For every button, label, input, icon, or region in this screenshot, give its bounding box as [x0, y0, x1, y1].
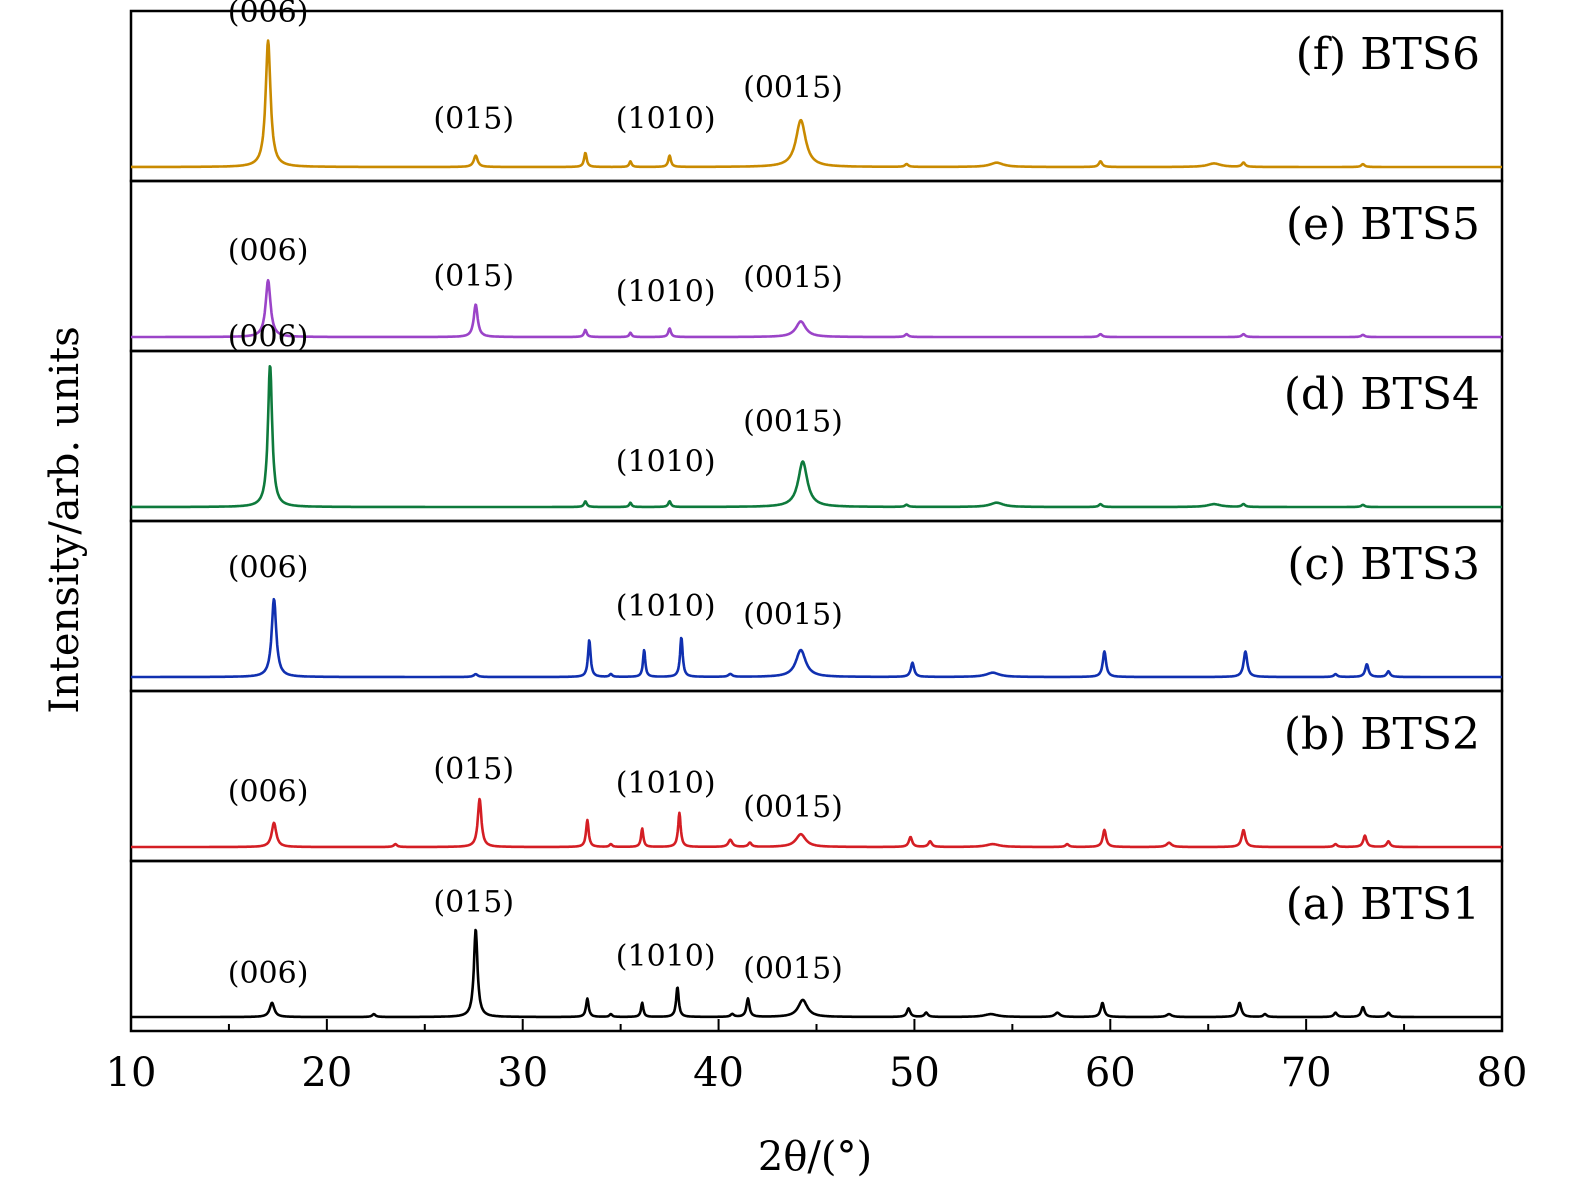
peak-label: (015) — [433, 752, 514, 787]
x-tick-label: 10 — [106, 1050, 157, 1096]
peak-label: (1010) — [616, 102, 716, 137]
peak-label: (1010) — [616, 445, 716, 480]
x-axis-label: 2θ/(°) — [758, 1134, 872, 1180]
chart-panels: (f) BTS6 (006) (015) (1010) (0015) (e) BTS5 (0… — [129, 0, 1504, 1033]
peak-label: (006) — [228, 551, 309, 586]
peak-label: (006) — [228, 956, 309, 991]
y-axis-label: Intensity/arb. units — [42, 326, 88, 713]
peak-label: (0015) — [743, 260, 843, 295]
panel-label: (a) BTS1 — [1286, 879, 1480, 930]
series-line — [130, 797, 1503, 849]
peak-label: (0015) — [743, 952, 843, 987]
series-line — [130, 928, 1503, 1019]
panel: (e) BTS5 (006) (015) (1010) (0015) — [129, 179, 1504, 353]
panel: (c) BTS3 (006) (1010) (0015) — [129, 519, 1504, 693]
peak-label: (015) — [433, 102, 514, 137]
peak-label: (0015) — [743, 405, 843, 440]
panel: (d) BTS4 (006) (1010) (0015) — [129, 320, 1504, 523]
peak-label: (006) — [228, 775, 309, 810]
panel: (f) BTS6 (006) (015) (1010) (0015) — [129, 0, 1504, 183]
panel: (b) BTS2 (006) (015) (1010) (0015) — [129, 689, 1504, 863]
peak-label: (006) — [228, 320, 309, 355]
x-tick-label: 70 — [1281, 1050, 1332, 1096]
peak-label: (0015) — [743, 790, 843, 825]
panel-label: (b) BTS2 — [1284, 709, 1480, 760]
series-line — [130, 278, 1503, 339]
series-line — [130, 597, 1503, 679]
x-tick-label: 60 — [1085, 1050, 1136, 1096]
x-tick-label: 20 — [301, 1050, 352, 1096]
panel-label: (c) BTS3 — [1287, 539, 1480, 590]
x-axis: 10 20 30 40 50 60 70 80 — [106, 1019, 1528, 1096]
peak-label: (006) — [228, 233, 309, 268]
x-tick-label: 50 — [889, 1050, 940, 1096]
series-line — [130, 39, 1503, 169]
x-tick-label: 40 — [693, 1050, 744, 1096]
peak-label: (015) — [433, 885, 514, 920]
series-line — [130, 365, 1503, 509]
peak-label: (0015) — [743, 70, 843, 105]
peak-label: (1010) — [616, 766, 716, 801]
x-tick-label: 30 — [497, 1050, 548, 1096]
peak-label: (015) — [433, 259, 514, 294]
panel-label: (d) BTS4 — [1284, 369, 1480, 420]
panel-label: (e) BTS5 — [1286, 199, 1480, 250]
peak-label: (0015) — [743, 597, 843, 632]
panel: (a) BTS1 (006) (015) (1010) (0015) — [129, 859, 1504, 1033]
panel-label: (f) BTS6 — [1296, 29, 1480, 80]
peak-label: (1010) — [616, 275, 716, 310]
peak-label: (1010) — [616, 589, 716, 624]
peak-label: (006) — [228, 0, 309, 30]
peak-label: (1010) — [616, 939, 716, 974]
x-tick-label: 80 — [1477, 1050, 1528, 1096]
